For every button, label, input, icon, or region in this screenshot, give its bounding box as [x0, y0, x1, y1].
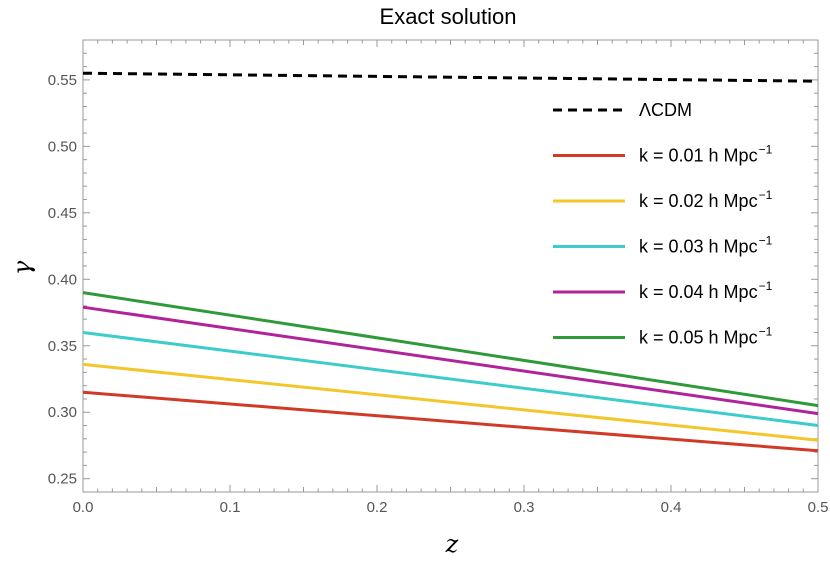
axis-ticks: 0.0 0.1 0.2 0.3 0.4 0.5 0.25 0.30 0.35 0.40 0.45 0.… — [48, 39, 829, 516]
x-tick-label: 0.2 — [367, 499, 388, 516]
legend-superscript: −1 — [759, 234, 773, 248]
legend-label-5: k = 0.04 h Mpc−1 — [639, 279, 773, 302]
y-tick-label: 0.35 — [48, 338, 77, 355]
series-line-4 — [82, 331, 819, 427]
x-tick-label: 0.4 — [661, 499, 682, 516]
series-line-2 — [82, 390, 819, 453]
y-tick-label: 0.40 — [48, 271, 77, 288]
x-tick-label: 0.1 — [220, 499, 241, 516]
legend-label-1: ΛCDM — [639, 100, 692, 120]
y-tick-label: 0.50 — [48, 138, 77, 155]
series-layer — [82, 71, 819, 453]
y-tick-label: 0.25 — [48, 471, 77, 488]
series-line-3 — [82, 362, 819, 442]
legend-superscript: −1 — [759, 143, 773, 157]
legend-superscript: −1 — [759, 325, 773, 339]
x-tick-label: 0.3 — [514, 499, 535, 516]
y-tick-label: 0.55 — [48, 72, 77, 89]
x-tick-label: 0.5 — [808, 499, 829, 516]
x-axis-label: z — [445, 530, 459, 558]
x-tick-label: 0.0 — [73, 499, 94, 516]
series-line-5 — [82, 305, 819, 416]
legend-label-3: k = 0.02 h Mpc−1 — [639, 188, 773, 211]
legend-superscript: −1 — [759, 188, 773, 202]
legend-label-6: k = 0.05 h Mpc−1 — [639, 325, 773, 348]
plot-frame — [82, 39, 819, 493]
legend-label-4: k = 0.03 h Mpc−1 — [639, 234, 773, 257]
legend-label-2: k = 0.01 h Mpc−1 — [639, 143, 773, 166]
chart-title: Exact solution — [380, 4, 517, 29]
legend: ΛCDM k = 0.01 h Mpc−1 k = 0.02 h Mpc−1 k = … — [553, 100, 773, 348]
y-tick-label: 0.45 — [48, 205, 77, 222]
legend-superscript: −1 — [759, 279, 773, 293]
series-line-1 — [82, 71, 819, 83]
y-tick-label: 0.30 — [48, 404, 77, 421]
series-line-6 — [82, 291, 819, 408]
y-axis-label: γ — [8, 260, 36, 275]
